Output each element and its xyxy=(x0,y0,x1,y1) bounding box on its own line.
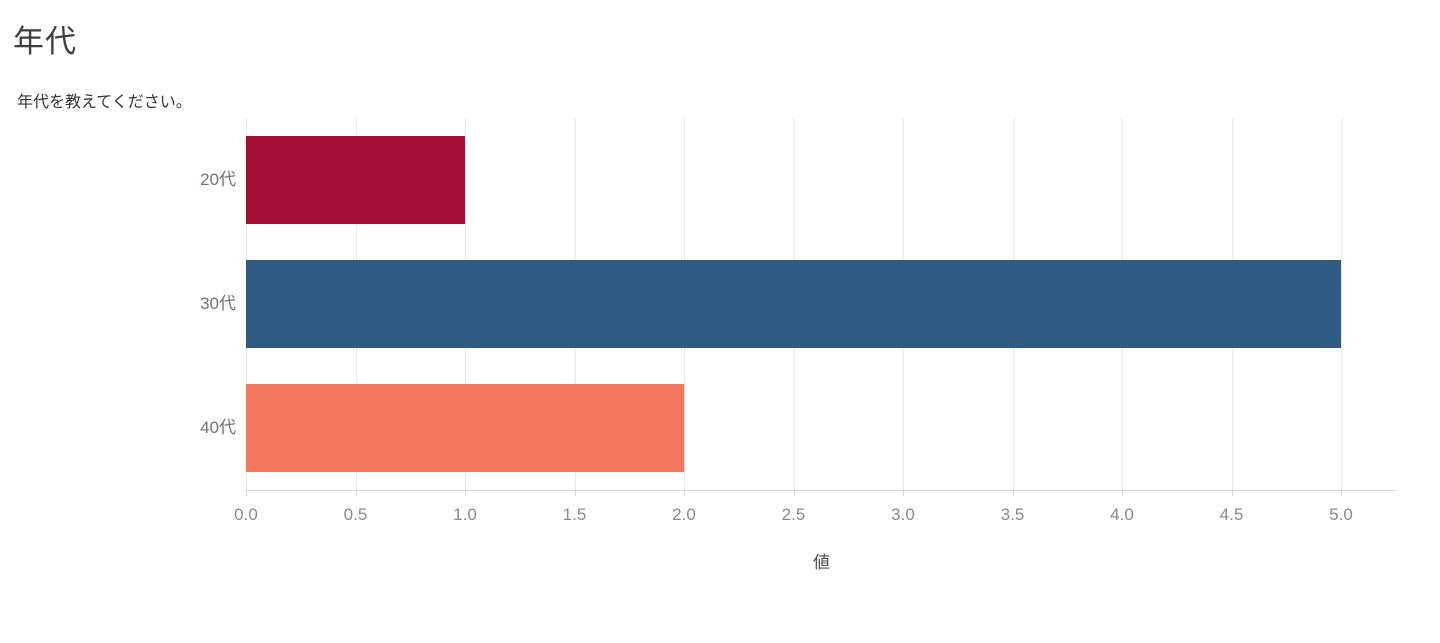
bar-30代[interactable] xyxy=(246,260,1341,348)
bar-40代[interactable] xyxy=(246,384,684,472)
tick-mark xyxy=(1012,490,1014,496)
x-tick-label: 2.5 xyxy=(781,505,806,524)
tick-mark xyxy=(793,490,795,496)
tick-mark xyxy=(903,490,904,496)
chart-title: 年代 xyxy=(13,24,77,59)
tick-mark xyxy=(465,490,466,496)
y-category-label: 30代 xyxy=(200,294,236,313)
bar-20代[interactable] xyxy=(246,136,465,224)
x-tick-label: 0.0 xyxy=(234,505,258,524)
tick-mark xyxy=(1341,490,1342,496)
x-tick-label: 4.5 xyxy=(1219,505,1244,524)
tick-mark xyxy=(1122,490,1123,496)
y-category-label: 40代 xyxy=(200,418,236,437)
gridline xyxy=(1341,118,1342,490)
x-tick-label: 1.5 xyxy=(562,505,587,524)
y-category-label: 20代 xyxy=(200,170,236,189)
chart-subtitle: 年代を教えてください。 xyxy=(17,94,192,111)
x-tick-label: 1.0 xyxy=(453,505,477,524)
tick-mark xyxy=(355,490,357,496)
tick-mark xyxy=(246,490,247,496)
x-axis-title: 値 xyxy=(813,553,830,572)
tick-mark xyxy=(574,490,576,496)
x-tick-label: 3.0 xyxy=(891,505,915,524)
x-tick-label: 3.5 xyxy=(1000,505,1025,524)
x-tick-label: 5.0 xyxy=(1329,505,1353,524)
x-axis-line xyxy=(246,490,1397,491)
x-tick-label: 0.5 xyxy=(343,505,368,524)
tick-mark xyxy=(1231,490,1233,496)
tick-mark xyxy=(684,490,685,496)
x-tick-label: 2.0 xyxy=(672,505,696,524)
x-tick-label: 4.0 xyxy=(1110,505,1134,524)
